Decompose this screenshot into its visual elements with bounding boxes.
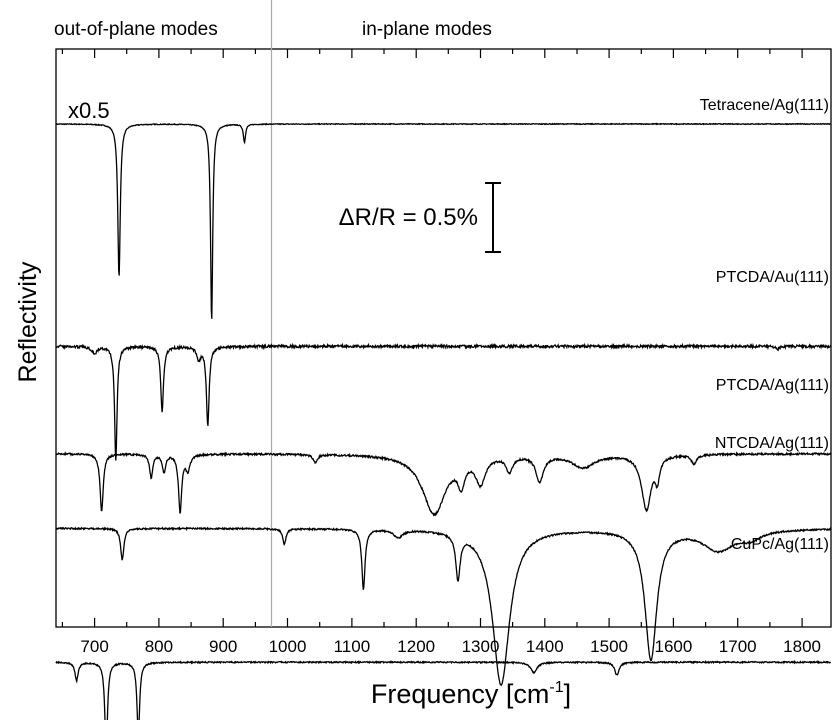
series-label: CuPc/Ag(111) <box>731 536 829 553</box>
x-tick-label: 1800 <box>783 637 821 656</box>
series-label: NTCDA/Ag(111) <box>715 435 829 452</box>
x-tick-label: 700 <box>80 637 108 656</box>
x-axis-label: Frequency [cm-1] <box>371 679 571 709</box>
plot-frame <box>55 48 832 628</box>
region-label-in-plane: in-plane modes <box>362 19 492 40</box>
spectra-lines <box>55 122 832 720</box>
x-tick-label: 1100 <box>334 637 371 656</box>
series-labels: Tetracene/Ag(111) PTCDA/Au(111) PTCDA/Ag(1… <box>700 97 829 553</box>
series-label: Tetracene/Ag(111) <box>700 97 829 114</box>
series-line <box>55 122 831 319</box>
region-label-out-of-plane: out-of-plane modes <box>54 19 218 40</box>
series-line <box>55 659 832 720</box>
series-line <box>55 525 832 687</box>
x-tick-label: 900 <box>209 637 237 656</box>
x-tick-label: 1600 <box>654 637 692 656</box>
x-tick-label: 1200 <box>397 637 435 656</box>
series-label: PTCDA/Au(111) <box>716 269 829 286</box>
scale-bar <box>485 182 501 253</box>
series-line <box>55 451 832 517</box>
x-axis-ticks <box>61 49 803 627</box>
x-tick-label: 1700 <box>719 637 757 656</box>
x-tick-label: 1000 <box>269 637 307 656</box>
x-tick-label: 1300 <box>462 637 500 656</box>
x-tick-label: 1500 <box>590 637 628 656</box>
scale-bar-label: ΔR/R = 0.5% <box>339 204 478 231</box>
series-line <box>55 342 832 461</box>
series-label: PTCDA/Ag(111) <box>716 377 829 394</box>
scale-note: x0.5 <box>68 98 110 123</box>
x-axis-tick-labels: 700 800 900 1000 1100 1200 1300 1400 1500 1600 170… <box>80 637 821 656</box>
x-tick-label: 800 <box>145 637 173 656</box>
y-axis-label: Reflectivity <box>14 261 42 382</box>
x-tick-label: 1400 <box>526 637 564 656</box>
